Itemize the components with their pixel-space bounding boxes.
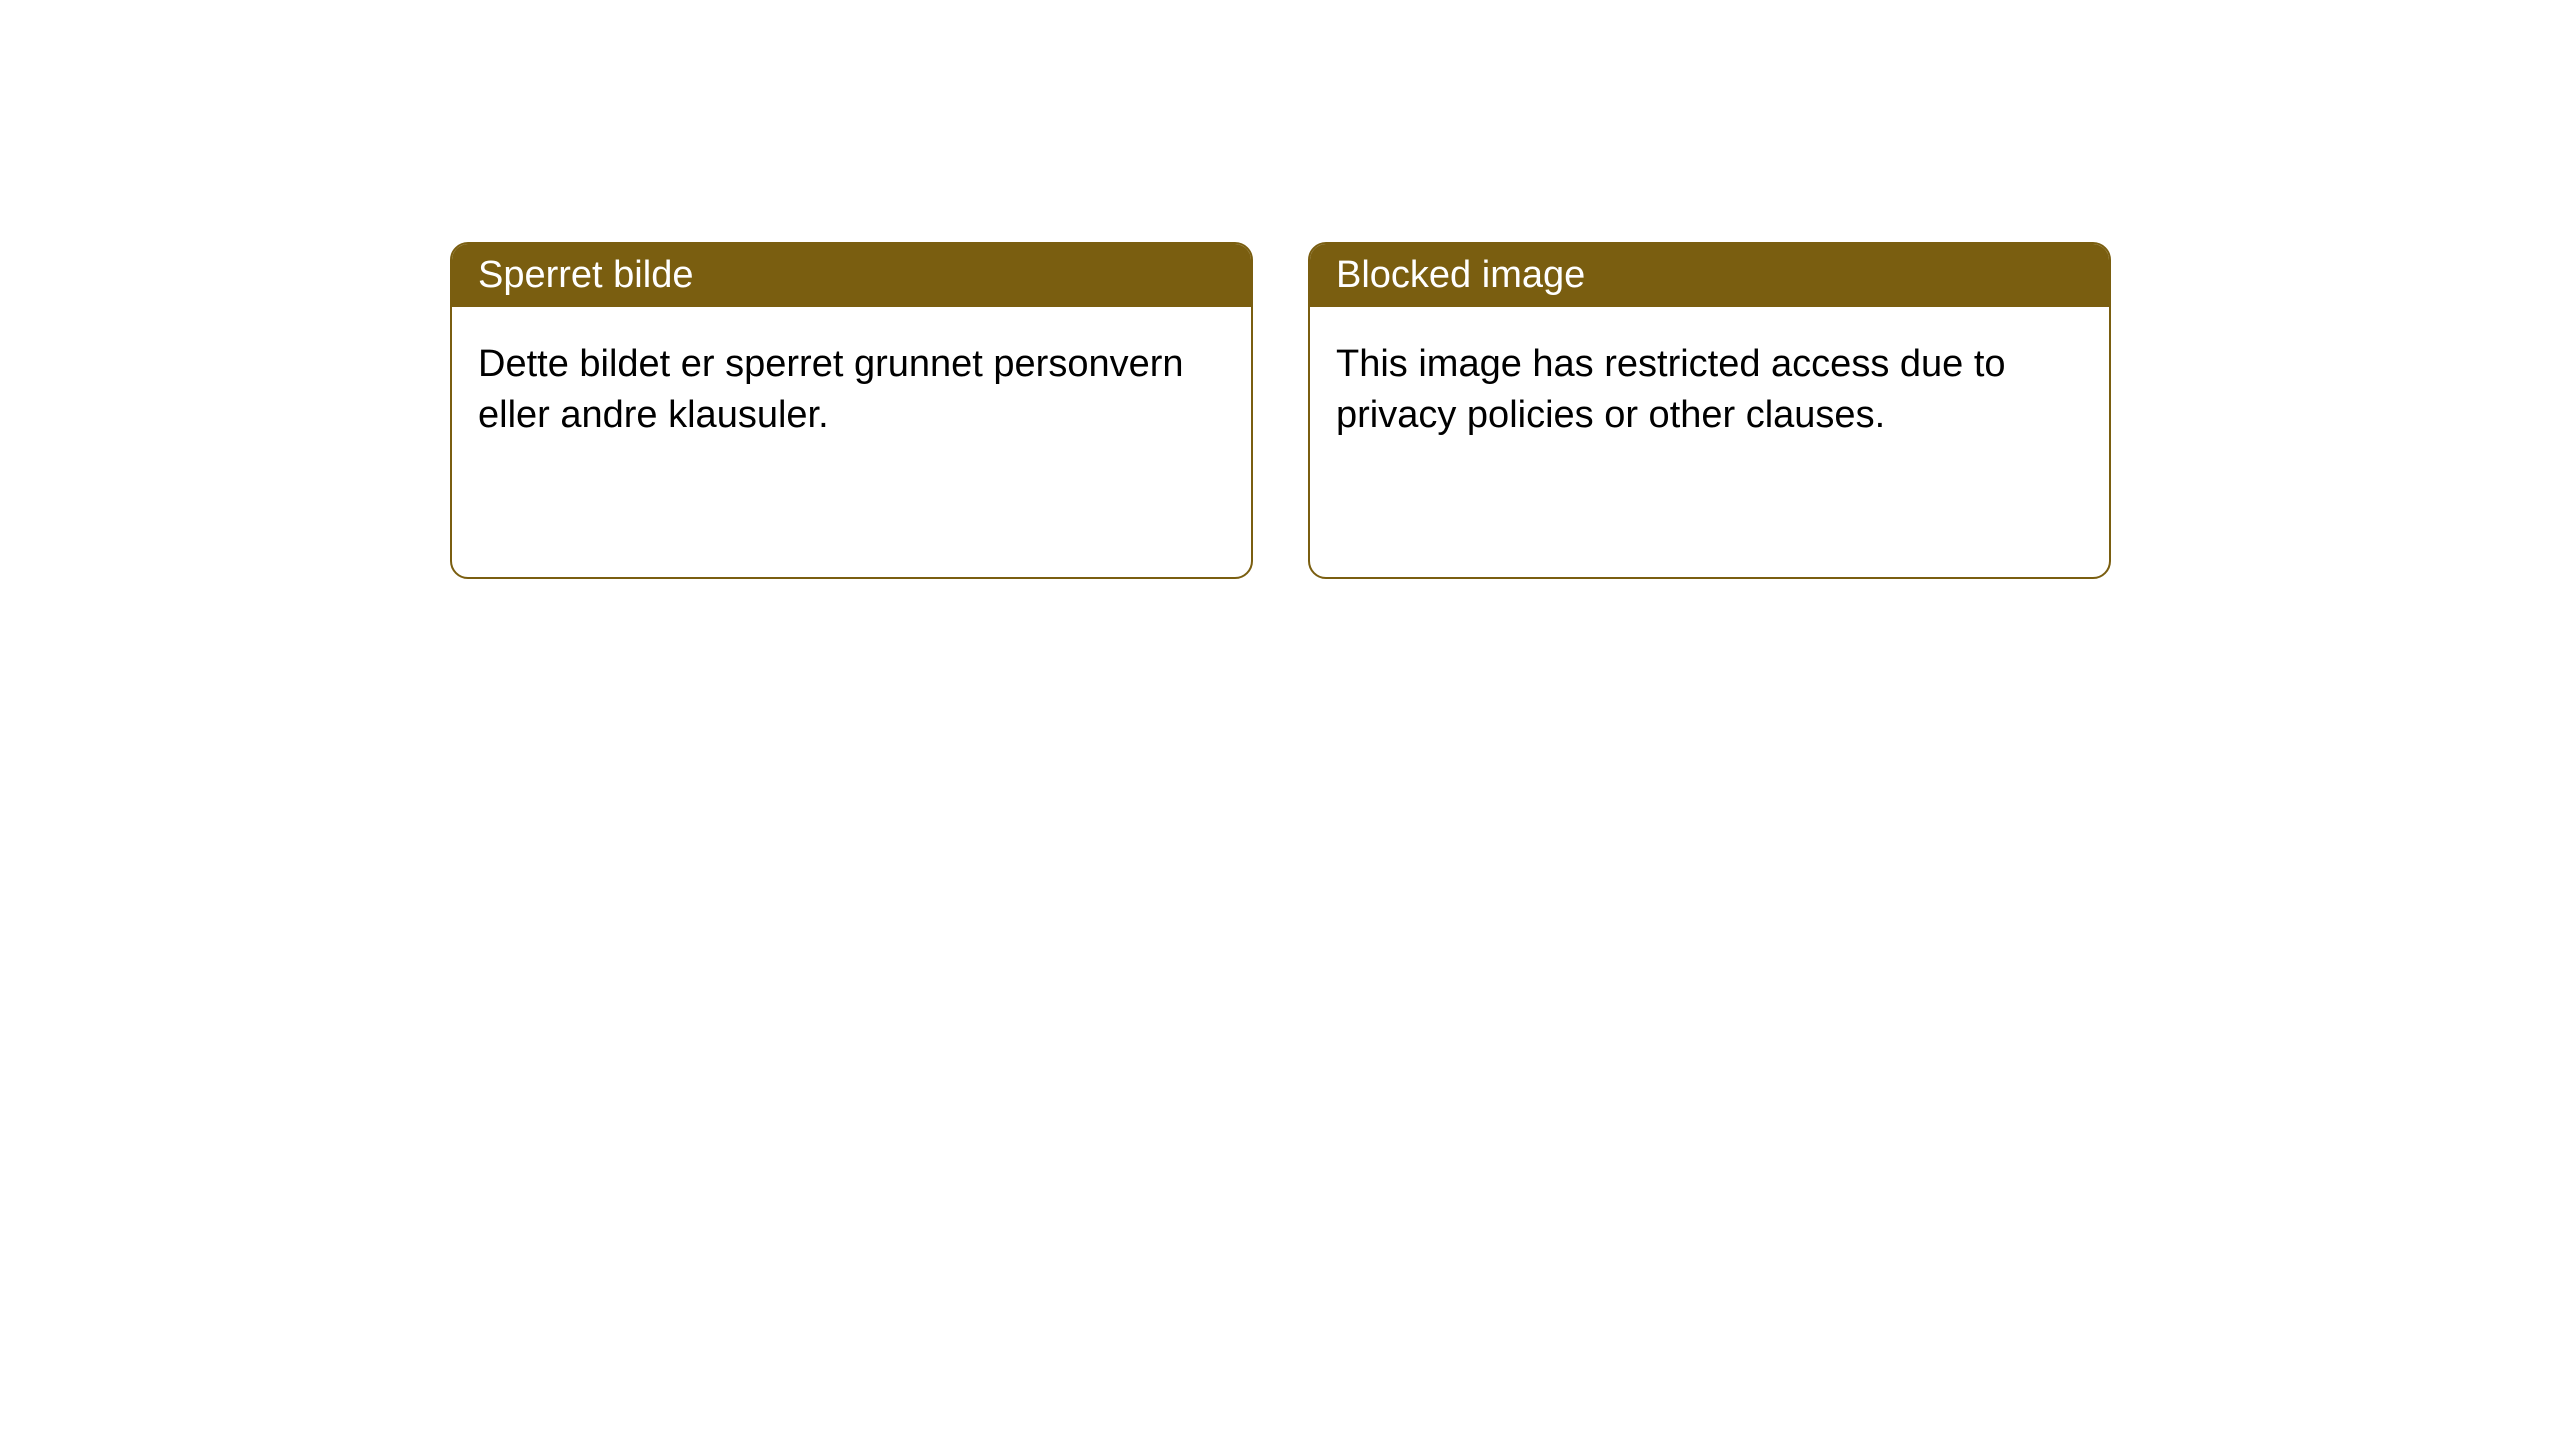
notice-container: Sperret bilde Dette bildet er sperret gr… — [450, 242, 2111, 579]
notice-header: Blocked image — [1310, 244, 2109, 307]
notice-header-text: Sperret bilde — [478, 254, 693, 296]
notice-body: Dette bildet er sperret grunnet personve… — [452, 307, 1251, 577]
notice-header-text: Blocked image — [1336, 254, 1585, 296]
notice-body-text: Dette bildet er sperret grunnet personve… — [478, 343, 1184, 436]
notice-body-text: This image has restricted access due to … — [1336, 343, 2006, 436]
notice-card-norwegian: Sperret bilde Dette bildet er sperret gr… — [450, 242, 1253, 579]
notice-header: Sperret bilde — [452, 244, 1251, 307]
notice-card-english: Blocked image This image has restricted … — [1308, 242, 2111, 579]
notice-body: This image has restricted access due to … — [1310, 307, 2109, 577]
